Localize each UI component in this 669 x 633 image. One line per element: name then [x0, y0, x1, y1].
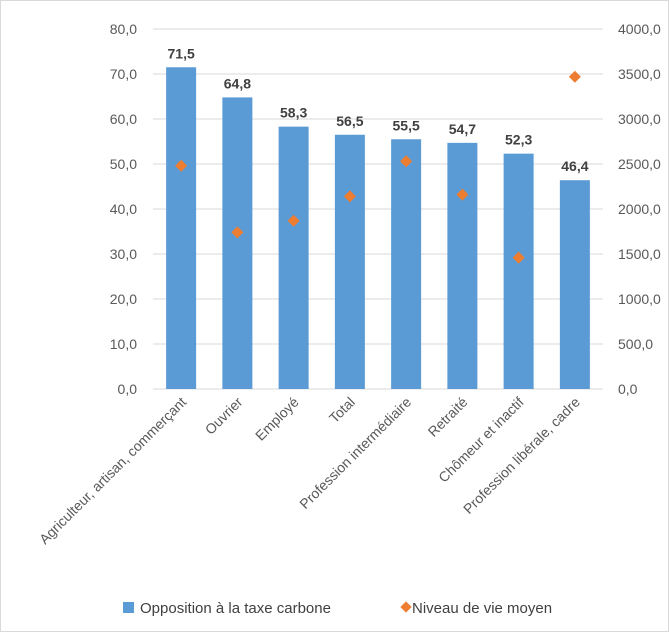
left-tick-label: 10,0 — [110, 336, 137, 352]
category-label: Ouvrier — [202, 394, 246, 438]
bar-value-label: 55,5 — [393, 117, 420, 133]
left-tick-label: 80,0 — [110, 21, 137, 37]
category-label: Total — [326, 394, 358, 426]
legend-point-label: Niveau de vie moyen — [412, 600, 552, 617]
left-tick-label: 60,0 — [110, 111, 137, 127]
bar — [391, 139, 422, 389]
scatter-point — [287, 214, 300, 227]
left-tick-label: 20,0 — [110, 291, 137, 307]
bar — [278, 126, 309, 390]
bar — [222, 97, 253, 390]
bar-value-label: 46,4 — [561, 158, 588, 174]
bar — [503, 153, 534, 389]
legend-bar-label: Opposition à la taxe carbone — [140, 600, 331, 617]
right-tick-label: 3500,0 — [618, 66, 661, 82]
bar — [559, 180, 590, 389]
scatter-point — [568, 70, 581, 83]
category-label: Profession intermédiaire — [296, 394, 414, 512]
category-label: Employé — [252, 394, 302, 444]
right-axis-ticks: 0,0 500,0 1000,0 1500,0 2000,0 2500,0 3000,0 35… — [618, 21, 661, 397]
category-label: Profession libérale, cadre — [460, 394, 583, 517]
bar — [447, 142, 478, 389]
scatter-point — [231, 226, 244, 239]
right-tick-label: 0,0 — [618, 381, 638, 397]
scatter-series — [175, 70, 581, 264]
bar-data-labels: 71,5 64,8 58,3 56,5 55,5 54,7 52,3 46,4 — [168, 45, 589, 174]
bar-value-label: 54,7 — [449, 121, 476, 137]
legend-point-swatch — [400, 601, 412, 613]
right-tick-label: 500,0 — [618, 336, 653, 352]
bar-value-label: 71,5 — [168, 45, 195, 61]
left-tick-label: 70,0 — [110, 66, 137, 82]
right-tick-label: 1000,0 — [618, 291, 661, 307]
legend: Opposition à la taxe carbone Niveau de v… — [123, 600, 552, 617]
bar-value-label: 58,3 — [280, 105, 307, 121]
scatter-point — [175, 159, 188, 172]
left-tick-label: 40,0 — [110, 201, 137, 217]
right-tick-label: 4000,0 — [618, 21, 661, 37]
bar-value-label: 52,3 — [505, 132, 532, 148]
scatter-point — [512, 251, 525, 264]
right-tick-label: 2000,0 — [618, 201, 661, 217]
left-tick-label: 30,0 — [110, 246, 137, 262]
scatter-point — [456, 188, 469, 201]
right-tick-label: 1500,0 — [618, 246, 661, 262]
category-label: Agriculteur, artisan, commerçant — [36, 394, 189, 547]
left-tick-label: 50,0 — [110, 156, 137, 172]
bar-value-label: 56,5 — [336, 113, 363, 129]
right-tick-label: 3000,0 — [618, 111, 661, 127]
bar-series — [166, 67, 590, 390]
bar-value-label: 64,8 — [224, 75, 251, 91]
right-tick-label: 2500,0 — [618, 156, 661, 172]
left-tick-label: 0,0 — [118, 381, 138, 397]
bar — [334, 134, 365, 389]
gridlines — [153, 28, 603, 390]
category-labels: Agriculteur, artisan, commerçant Ouvrier E… — [36, 394, 583, 547]
left-axis-ticks: 0,0 10,0 20,0 30,0 40,0 50,0 60,0 70,0 80,0 — [110, 21, 137, 397]
scatter-point — [400, 155, 413, 168]
category-label: Retraité — [425, 394, 471, 440]
scatter-point — [343, 190, 356, 203]
legend-bar-swatch — [123, 602, 134, 613]
bar — [166, 67, 197, 389]
